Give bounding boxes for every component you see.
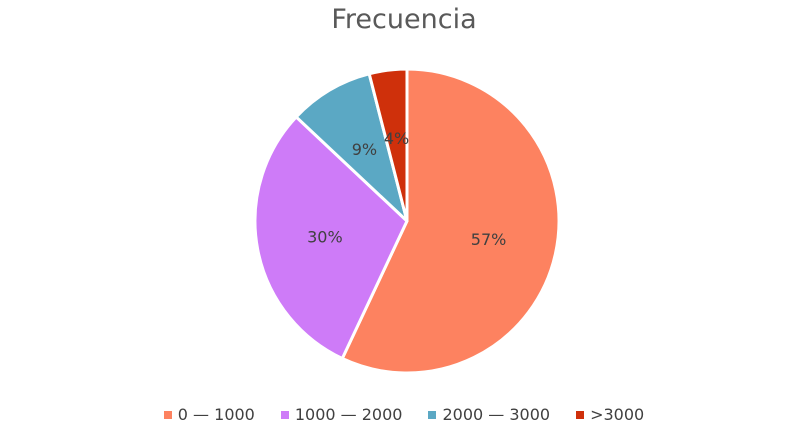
pie-slice-0[interactable]	[340, 67, 561, 375]
legend-item-2[interactable]: 2000 — 3000	[428, 405, 550, 424]
pie-slice-3[interactable]	[367, 67, 409, 223]
chart-title: Frecuencia	[331, 4, 477, 35]
legend: 0 — 1000 1000 — 2000 2000 — 3000 >3000	[0, 405, 808, 424]
legend-label-0: 0 — 1000	[177, 405, 255, 424]
legend-item-1[interactable]: 1000 — 2000	[280, 405, 403, 424]
legend-swatch-3	[576, 410, 585, 419]
pie-slices	[253, 67, 561, 375]
legend-swatch-2	[428, 410, 437, 419]
legend-label-3: >3000	[590, 405, 645, 424]
pie-slice-1[interactable]	[253, 115, 409, 361]
pie-data-labels: 57% 30% 9% 4%	[307, 129, 506, 249]
legend-item-0[interactable]: 0 — 1000	[163, 405, 255, 424]
pie-slice-2[interactable]	[294, 72, 409, 223]
legend-item-3[interactable]: >3000	[576, 405, 644, 424]
legend-label-1: 1000 — 2000	[294, 405, 403, 424]
data-label-1: 30%	[307, 228, 343, 247]
legend-swatch-1	[280, 410, 289, 419]
pie-chart: 57% 30% 9% 4%	[253, 67, 561, 375]
legend-swatch-0	[163, 410, 172, 419]
data-label-0: 57%	[471, 230, 507, 249]
data-label-2: 9%	[352, 140, 377, 159]
legend-label-2: 2000 — 3000	[442, 405, 551, 424]
data-label-3: 4%	[384, 129, 409, 148]
